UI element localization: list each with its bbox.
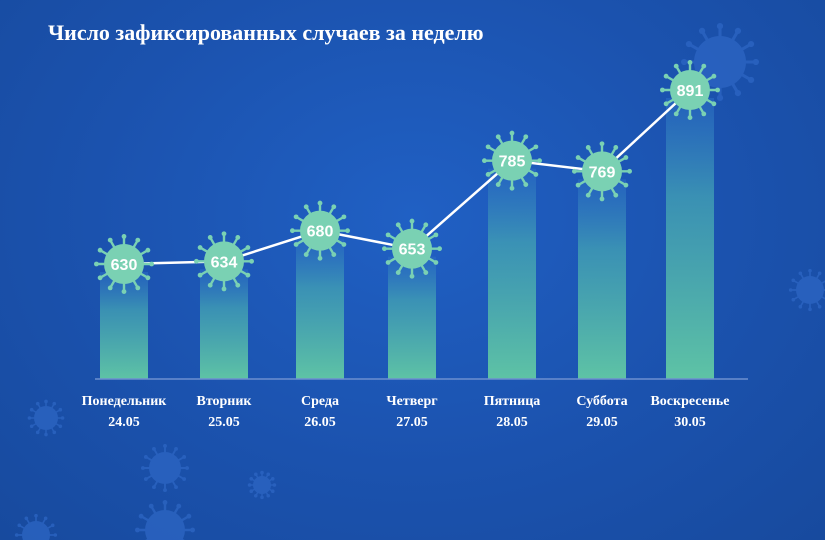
data-point-7 (660, 59, 720, 120)
value-label-5: 785 (499, 154, 526, 171)
data-point-1 (94, 234, 155, 294)
date-label-5: 28.05 (496, 415, 528, 430)
data-point-5 (482, 130, 542, 191)
category-label-6: Суббота (576, 394, 627, 409)
date-label-7: 30.05 (674, 415, 706, 430)
category-label-4: Четверг (386, 394, 437, 409)
date-label-3: 26.05 (304, 415, 336, 430)
date-label-2: 25.05 (208, 415, 240, 430)
category-label-1: Понедельник (82, 394, 168, 409)
value-label-4: 653 (399, 242, 426, 259)
value-label-2: 634 (211, 254, 238, 271)
bar-3 (296, 238, 344, 379)
virus-icon (27, 399, 65, 437)
date-label-4: 27.05 (396, 415, 428, 430)
date-label-1: 24.05 (108, 415, 140, 430)
value-label-7: 891 (677, 83, 704, 100)
value-label-3: 680 (307, 224, 334, 241)
bar-7 (666, 97, 714, 379)
virus-icon (141, 444, 189, 492)
chart-title: Число зафиксированных случаев за неделю (48, 20, 484, 45)
category-label-7: Воскресенье (650, 394, 729, 409)
bar-5 (488, 168, 536, 379)
value-label-6: 769 (589, 164, 616, 181)
bar-6 (578, 179, 626, 379)
virus-icon (135, 500, 196, 540)
value-label-1: 630 (111, 257, 138, 274)
virus-icon (788, 268, 825, 312)
category-label-5: Пятница (484, 394, 541, 409)
data-point-2 (194, 231, 255, 292)
data-point-3 (290, 200, 350, 261)
date-label-6: 29.05 (586, 415, 618, 430)
category-label-2: Вторник (196, 394, 252, 409)
data-point-4 (382, 218, 442, 279)
virus-icon (14, 513, 58, 540)
category-label-3: Среда (301, 394, 339, 409)
data-point-6 (572, 141, 632, 202)
virus-icon (247, 470, 277, 500)
